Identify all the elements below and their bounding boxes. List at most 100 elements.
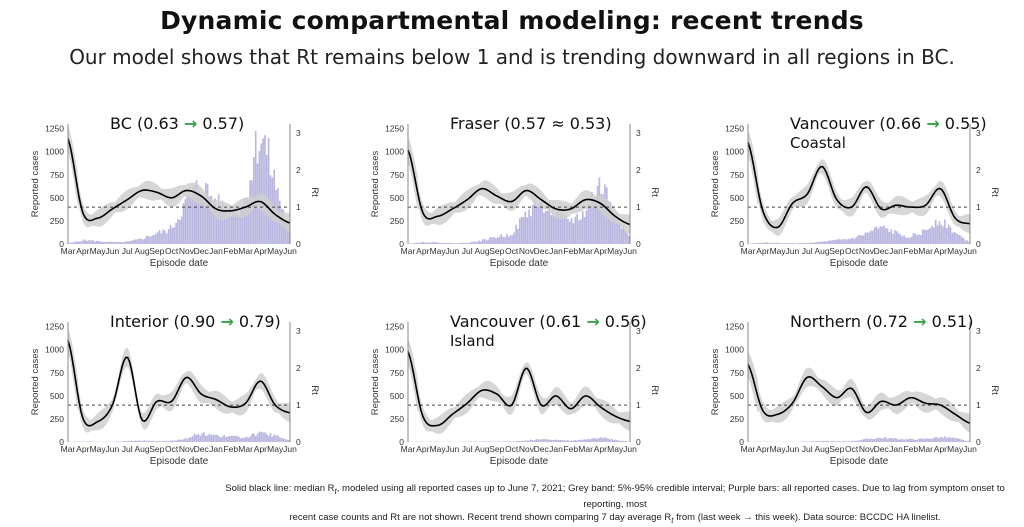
case-bar	[599, 438, 601, 442]
y-tick-label-left: 500	[50, 391, 64, 401]
case-bar	[791, 243, 793, 244]
case-bar	[952, 438, 954, 442]
case-bar	[192, 436, 194, 442]
case-bar	[948, 437, 950, 442]
case-bar	[159, 230, 161, 244]
y-tick-label-right: 1	[296, 202, 301, 212]
case-bar	[151, 441, 153, 442]
case-bar	[892, 439, 894, 443]
case-bar	[523, 441, 525, 442]
case-bar	[462, 243, 464, 244]
chart-title-text: Vancouver (0.61	[450, 312, 586, 331]
case-bar	[502, 237, 504, 244]
case-bar	[458, 243, 460, 244]
case-bar	[824, 241, 826, 244]
case-bar	[878, 229, 880, 244]
x-tick-label: Oct	[845, 444, 859, 454]
case-bar	[284, 439, 286, 442]
case-bar	[255, 436, 257, 442]
case-bar	[822, 441, 824, 442]
x-axis-label: Episode date	[830, 456, 889, 467]
x-tick-label: Apr	[934, 444, 947, 454]
y-tick-label-left: 750	[390, 368, 404, 378]
case-bar	[534, 440, 536, 442]
x-tick-label: Aug	[814, 246, 829, 256]
case-bar	[530, 440, 532, 442]
case-bar	[915, 234, 917, 244]
case-bar	[905, 238, 907, 244]
case-bar	[953, 438, 955, 442]
case-bar	[545, 439, 547, 442]
case-bar	[950, 227, 952, 244]
case-bar	[929, 439, 931, 442]
case-bar	[571, 218, 573, 244]
case-bar	[415, 243, 417, 244]
case-bar	[210, 435, 212, 442]
x-tick-label: Jun	[963, 444, 977, 454]
chart-title: Vancouver (0.61 → 0.56)	[450, 312, 647, 332]
case-bar	[835, 441, 837, 442]
chart-title: Fraser (0.57 ≈ 0.53)	[450, 114, 612, 134]
case-bar	[852, 238, 854, 244]
case-bar	[517, 441, 519, 442]
case-bar	[205, 436, 207, 442]
y-tick-label-left: 500	[730, 193, 744, 203]
case-bar	[946, 228, 948, 244]
case-bar	[225, 437, 227, 442]
x-tick-label: Aug	[814, 444, 829, 454]
x-tick-label: Jul	[462, 444, 473, 454]
case-bar	[826, 242, 828, 244]
case-bar	[519, 218, 521, 244]
case-bar	[74, 242, 76, 244]
x-tick-label: Mar	[918, 246, 933, 256]
x-tick-label: Mar	[238, 444, 253, 454]
case-bar	[99, 241, 101, 244]
case-bar	[850, 239, 852, 244]
x-tick-label: Sep	[829, 444, 844, 454]
x-tick-label: May	[770, 246, 787, 256]
case-bar	[203, 432, 205, 442]
y-tick-label-left: 750	[730, 170, 744, 180]
case-bar	[107, 242, 109, 244]
case-bar	[229, 436, 231, 442]
case-bar	[87, 241, 89, 244]
case-bar	[231, 436, 233, 442]
case-bar	[950, 438, 952, 442]
case-bar	[434, 242, 436, 244]
case-bar	[517, 229, 519, 244]
case-bar	[419, 243, 421, 244]
case-bar	[136, 441, 138, 442]
case-bar	[861, 440, 863, 442]
case-bar	[272, 437, 274, 442]
case-bar	[966, 240, 968, 244]
x-tick-label: Jun	[963, 246, 977, 256]
case-bar	[428, 243, 430, 244]
case-bar	[918, 439, 920, 443]
chart-title-text: Interior (0.90	[110, 312, 220, 331]
footnote: Solid black line: median Rt, modeled usi…	[210, 482, 1020, 527]
case-bar	[526, 217, 528, 244]
case-bar	[281, 438, 283, 442]
y-tick-label-left: 1250	[725, 124, 744, 134]
case-bar	[892, 234, 894, 244]
y-tick-label-left: 1000	[725, 147, 744, 157]
x-tick-label: Apr	[594, 444, 607, 454]
case-bar	[964, 241, 966, 244]
case-bar	[476, 242, 478, 244]
y-axis-label-left: Reported cases	[370, 348, 381, 415]
case-bar	[242, 438, 244, 442]
case-bar	[924, 439, 926, 442]
y-tick-label-left: 250	[50, 414, 64, 424]
case-bar	[155, 441, 157, 442]
case-bar	[789, 243, 791, 244]
footnote-line2-post: from (last week → this week). Data sourc…	[673, 512, 940, 523]
case-bar	[955, 233, 957, 244]
case-bar	[569, 441, 571, 442]
x-tick-label: Mar	[741, 444, 756, 454]
case-bar	[539, 440, 541, 442]
x-tick-label: Sep	[149, 246, 164, 256]
case-bar	[841, 441, 843, 442]
